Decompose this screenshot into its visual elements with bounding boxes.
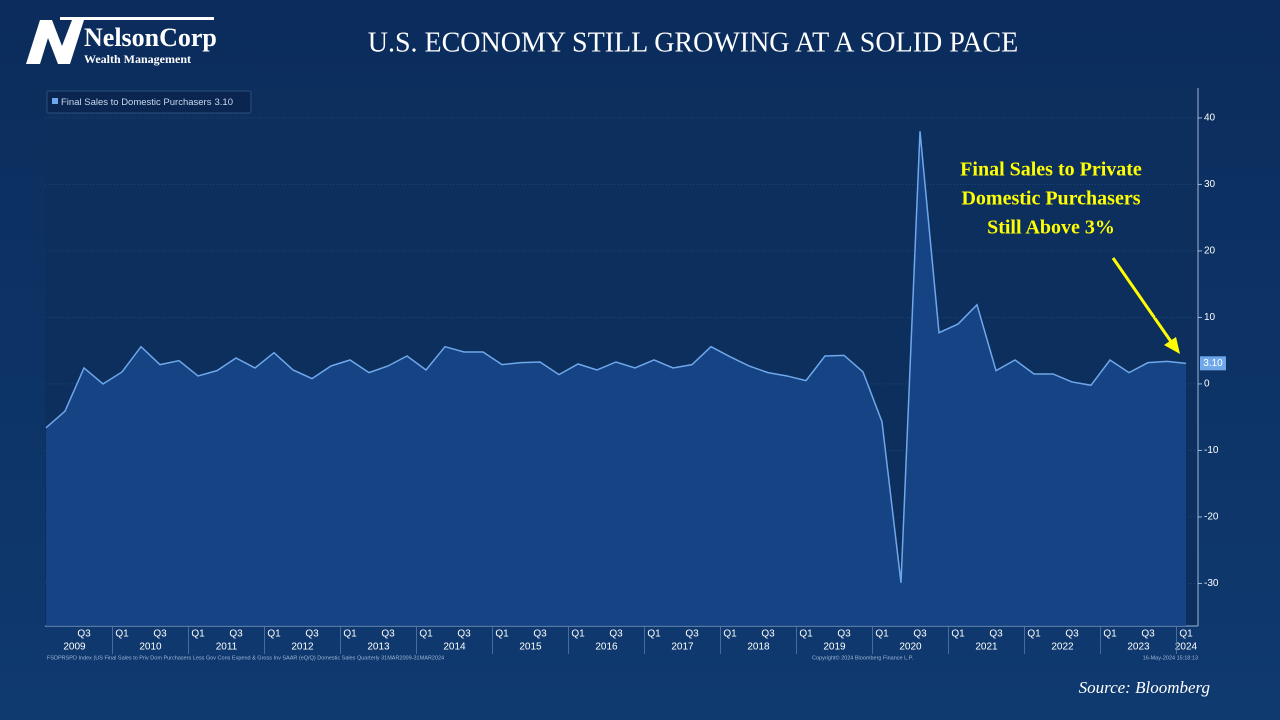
y-tick-label: 20 bbox=[1204, 246, 1216, 257]
y-tick-label: -30 bbox=[1204, 578, 1219, 589]
x-tick-label: Q3 bbox=[153, 629, 167, 640]
x-tick-label: Q3 bbox=[609, 629, 623, 640]
x-tick-label: Q3 bbox=[761, 629, 775, 640]
y-tick-label: 10 bbox=[1204, 312, 1216, 323]
x-tick-label: Q1 bbox=[875, 629, 889, 640]
x-tick-label: Q1 bbox=[723, 629, 737, 640]
logo-mark bbox=[26, 20, 84, 64]
value-label: 3.10 bbox=[1203, 358, 1223, 369]
x-year-label: 2009 bbox=[63, 642, 86, 653]
x-year-label: 2020 bbox=[899, 642, 922, 653]
x-year-label: 2014 bbox=[443, 642, 466, 653]
y-tick-label: 30 bbox=[1204, 179, 1216, 190]
copyright: Copyright© 2024 Bloomberg Finance L.P. bbox=[812, 654, 914, 661]
x-year-label: 2017 bbox=[671, 642, 694, 653]
x-tick-label: Q1 bbox=[419, 629, 433, 640]
x-tick-label: Q1 bbox=[267, 629, 281, 640]
annotation: Still Above 3% bbox=[987, 217, 1115, 239]
x-year-label: 2012 bbox=[291, 642, 314, 653]
annotation: Final Sales to Private bbox=[960, 159, 1142, 181]
x-tick-label: Q3 bbox=[1065, 629, 1079, 640]
x-tick-label: Q3 bbox=[1141, 629, 1155, 640]
area bbox=[46, 131, 1186, 627]
timestamp: 16-May-2024 15:18:13 bbox=[1143, 655, 1198, 661]
x-tick-label: Q1 bbox=[1027, 629, 1041, 640]
x-tick-label: Q1 bbox=[1103, 629, 1117, 640]
x-year-label: 2015 bbox=[519, 642, 542, 653]
x-year-label: 2011 bbox=[216, 642, 238, 653]
logo-name: NelsonCorp bbox=[84, 23, 217, 52]
value-tag bbox=[1200, 356, 1226, 371]
logo-rule bbox=[60, 17, 214, 20]
x-tick-label: Q3 bbox=[533, 629, 547, 640]
y-tick-label: -20 bbox=[1204, 512, 1219, 523]
arrow-shaft bbox=[1111, 257, 1174, 344]
x-tick-label: Q3 bbox=[305, 629, 319, 640]
x-year-label: 2018 bbox=[747, 642, 770, 653]
x-tick-label: Q1 bbox=[647, 629, 661, 640]
y-tick-label: -10 bbox=[1204, 445, 1219, 456]
x-tick-label: Q1 bbox=[571, 629, 585, 640]
y-tick-label: 40 bbox=[1204, 113, 1216, 124]
x-year-label: 2022 bbox=[1051, 642, 1074, 653]
x-tick-label: Q3 bbox=[457, 629, 471, 640]
arrow-head bbox=[1164, 337, 1180, 354]
x-tick-label: Q3 bbox=[837, 629, 851, 640]
legend-swatch bbox=[52, 98, 58, 104]
x-tick-label: Q3 bbox=[77, 629, 91, 640]
logo-tagline: Wealth Management bbox=[84, 52, 191, 66]
legend-name: Final Sales to Domestic Purchasers bbox=[61, 97, 212, 108]
x-year-label: 2016 bbox=[595, 642, 618, 653]
x-tick-label: Q3 bbox=[685, 629, 699, 640]
x-year-label: 2024 bbox=[1175, 642, 1198, 653]
x-tick-label: Q1 bbox=[495, 629, 509, 640]
x-tick-label: Q1 bbox=[343, 629, 357, 640]
x-tick-label: Q1 bbox=[191, 629, 205, 640]
x-tick-label: Q3 bbox=[989, 629, 1003, 640]
line bbox=[45, 131, 1187, 583]
x-year-label: 2019 bbox=[823, 642, 846, 653]
annotation: Domestic Purchasers bbox=[961, 188, 1140, 210]
x-year-label: 2013 bbox=[367, 642, 390, 653]
logo: NelsonCorp Wealth Management bbox=[26, 17, 217, 66]
x-tick-label: Q1 bbox=[115, 629, 129, 640]
footnote: FSDPRSPD Index (US Final Sales to Priv D… bbox=[47, 655, 444, 661]
x-tick-label: Q3 bbox=[229, 629, 243, 640]
source: Source: Bloomberg bbox=[1079, 678, 1210, 697]
x-year-label: 2021 bbox=[975, 642, 998, 653]
legend-entry: Final Sales to Domestic Purchasers 3.10 bbox=[61, 97, 233, 108]
legend-box bbox=[46, 90, 252, 114]
x-tick-label: Q3 bbox=[381, 629, 395, 640]
y-tick-label: 0 bbox=[1204, 379, 1210, 390]
x-tick-label: Q3 bbox=[913, 629, 927, 640]
x-tick-label: Q1 bbox=[951, 629, 965, 640]
x-tick-label: Q1 bbox=[1179, 629, 1193, 640]
legend-last-value: 3.10 bbox=[214, 97, 233, 108]
x-year-label: 2010 bbox=[139, 642, 162, 653]
x-tick-label: Q1 bbox=[799, 629, 813, 640]
x-year-label: 2023 bbox=[1127, 642, 1150, 653]
chart-title: U.S. ECONOMY STILL GROWING AT A SOLID PA… bbox=[368, 27, 1019, 58]
